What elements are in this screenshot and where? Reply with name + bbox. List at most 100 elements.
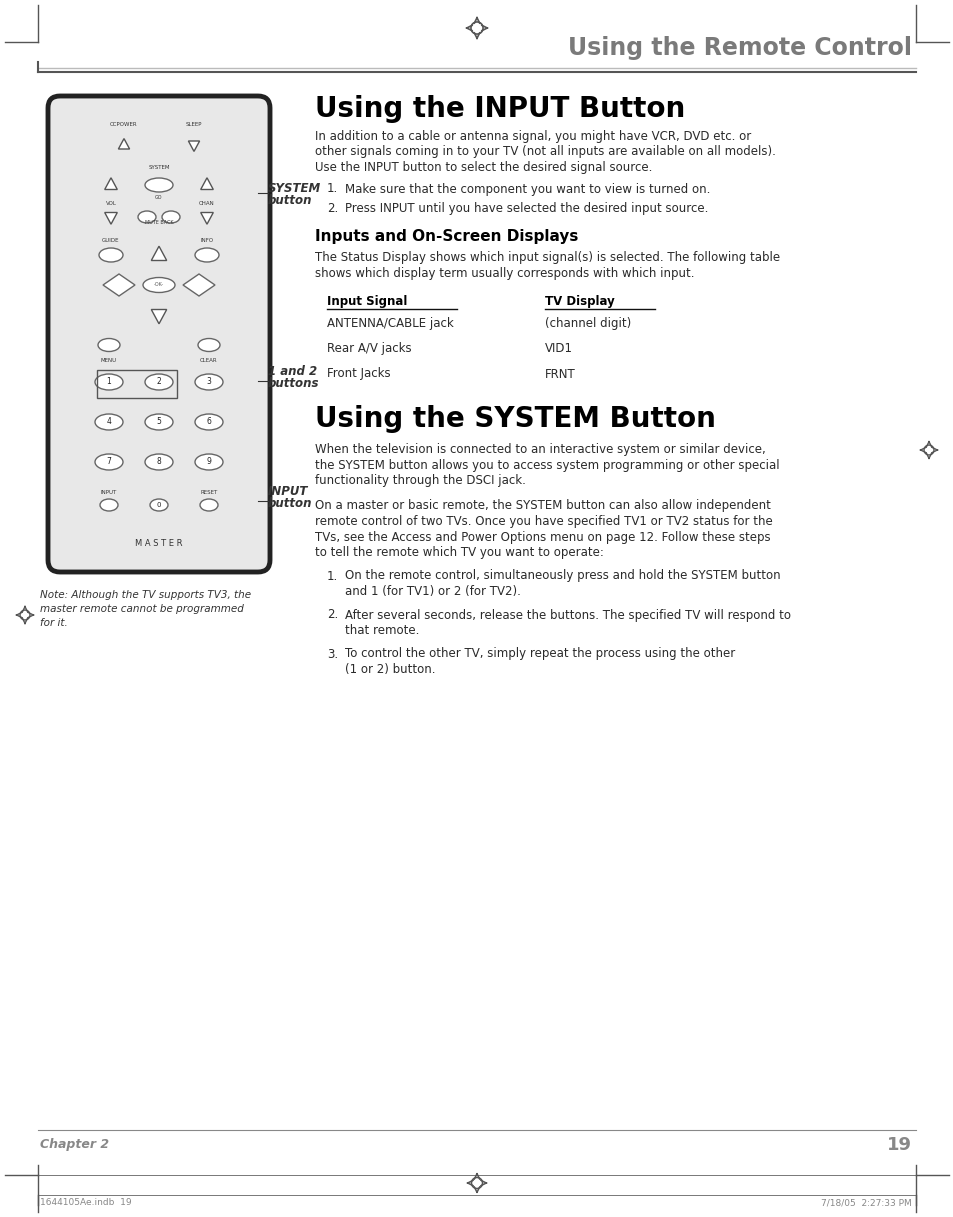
Ellipse shape (145, 178, 172, 192)
Text: On a master or basic remote, the SYSTEM button can also allow independent: On a master or basic remote, the SYSTEM … (314, 499, 770, 512)
Text: 4: 4 (107, 417, 112, 426)
Text: The Status Display shows which input signal(s) is selected. The following table: The Status Display shows which input sig… (314, 252, 780, 264)
Text: CHAN: CHAN (199, 201, 214, 206)
Text: GO: GO (155, 195, 163, 200)
Ellipse shape (138, 211, 156, 223)
Polygon shape (118, 139, 130, 148)
Text: ANTENNA/CABLE jack: ANTENNA/CABLE jack (327, 316, 454, 330)
Text: other signals coming in to your TV (not all inputs are available on all models).: other signals coming in to your TV (not … (314, 146, 775, 158)
Text: SYSTEM: SYSTEM (148, 166, 170, 170)
Text: VOL: VOL (106, 201, 116, 206)
Text: M A S T E R: M A S T E R (135, 538, 183, 548)
Ellipse shape (143, 277, 174, 292)
Polygon shape (183, 274, 214, 296)
Ellipse shape (95, 454, 123, 470)
Ellipse shape (100, 499, 118, 511)
Text: To control the other TV, simply repeat the process using the other: To control the other TV, simply repeat t… (345, 647, 735, 661)
Text: 19: 19 (886, 1135, 911, 1154)
Ellipse shape (98, 338, 120, 352)
Polygon shape (105, 178, 117, 190)
Text: CLEAR: CLEAR (200, 358, 217, 363)
Text: (1 or 2) button.: (1 or 2) button. (345, 663, 435, 675)
Text: 9: 9 (207, 458, 212, 466)
Ellipse shape (145, 414, 172, 430)
Text: Make sure that the component you want to view is turned on.: Make sure that the component you want to… (345, 183, 710, 196)
Text: shows which display term usually corresponds with which input.: shows which display term usually corresp… (314, 267, 694, 280)
Ellipse shape (99, 248, 123, 262)
Polygon shape (105, 213, 117, 224)
Polygon shape (152, 246, 167, 260)
Ellipse shape (198, 338, 220, 352)
Text: CCPOWER: CCPOWER (111, 122, 137, 127)
Text: FRNT: FRNT (544, 368, 576, 381)
Text: After several seconds, release the buttons. The specified TV will respond to: After several seconds, release the butto… (345, 608, 790, 622)
Text: Press INPUT until you have selected the desired input source.: Press INPUT until you have selected the … (345, 202, 708, 215)
Text: Rear A/V jacks: Rear A/V jacks (327, 342, 411, 355)
Ellipse shape (162, 211, 180, 223)
Text: for it.: for it. (40, 618, 68, 628)
Text: and 1 (for TV1) or 2 (for TV2).: and 1 (for TV1) or 2 (for TV2). (345, 585, 520, 598)
Text: SLEEP: SLEEP (186, 122, 202, 127)
Text: 1: 1 (107, 377, 112, 387)
Text: 0: 0 (156, 501, 161, 507)
Text: 3.: 3. (327, 647, 337, 661)
Text: Chapter 2: Chapter 2 (40, 1138, 109, 1151)
Text: 2.: 2. (327, 202, 338, 215)
Text: Inputs and On-Screen Displays: Inputs and On-Screen Displays (314, 230, 578, 245)
Text: When the television is connected to an interactive system or similar device,: When the television is connected to an i… (314, 443, 765, 456)
Text: MUTE BACK: MUTE BACK (145, 220, 173, 225)
Ellipse shape (194, 414, 223, 430)
Text: buttons: buttons (268, 377, 319, 389)
Text: 1 and 2: 1 and 2 (268, 365, 316, 378)
Text: SYSTEM: SYSTEM (268, 183, 321, 195)
Text: On the remote control, simultaneously press and hold the SYSTEM button: On the remote control, simultaneously pr… (345, 570, 780, 583)
Text: INPUT: INPUT (101, 490, 117, 495)
Text: TVs, see the Access and Power Options menu on page 12. Follow these steps: TVs, see the Access and Power Options me… (314, 531, 770, 544)
Text: 1.: 1. (327, 183, 338, 196)
Text: INPUT: INPUT (268, 486, 308, 498)
Ellipse shape (200, 499, 218, 511)
Bar (97, 370, 177, 398)
Ellipse shape (95, 374, 123, 389)
Text: to tell the remote which TV you want to operate:: to tell the remote which TV you want to … (314, 546, 603, 559)
Polygon shape (152, 309, 167, 324)
Ellipse shape (194, 248, 219, 262)
Text: 2.: 2. (327, 608, 338, 622)
Text: GUIDE: GUIDE (102, 239, 120, 243)
Text: Using the INPUT Button: Using the INPUT Button (314, 95, 684, 123)
Text: INFO: INFO (200, 239, 213, 243)
Ellipse shape (145, 374, 172, 389)
Text: master remote cannot be programmed: master remote cannot be programmed (40, 604, 244, 615)
FancyBboxPatch shape (48, 96, 270, 572)
Text: Use the INPUT button to select the desired signal source.: Use the INPUT button to select the desir… (314, 161, 652, 174)
Text: button: button (268, 194, 313, 207)
Text: (channel digit): (channel digit) (544, 316, 631, 330)
Ellipse shape (150, 499, 168, 511)
Text: Front Jacks: Front Jacks (327, 368, 390, 381)
Text: 6: 6 (207, 417, 212, 426)
Text: RESET: RESET (200, 490, 217, 495)
Ellipse shape (145, 454, 172, 470)
Ellipse shape (194, 454, 223, 470)
Ellipse shape (95, 414, 123, 430)
Text: TV Display: TV Display (544, 295, 614, 308)
Text: Note: Although the TV supports TV3, the: Note: Although the TV supports TV3, the (40, 590, 251, 600)
Ellipse shape (194, 374, 223, 389)
Polygon shape (200, 178, 213, 190)
Text: MENU: MENU (101, 358, 117, 363)
Polygon shape (188, 141, 199, 151)
Text: Using the SYSTEM Button: Using the SYSTEM Button (314, 405, 715, 433)
Text: VID1: VID1 (544, 342, 573, 355)
Text: 1644105Ae.indb  19: 1644105Ae.indb 19 (40, 1198, 132, 1207)
Text: 2: 2 (156, 377, 161, 387)
Text: the SYSTEM button allows you to access system programming or other special: the SYSTEM button allows you to access s… (314, 459, 779, 471)
Polygon shape (200, 213, 213, 224)
Text: Using the Remote Control: Using the Remote Control (567, 37, 911, 60)
Text: 7: 7 (107, 458, 112, 466)
Text: that remote.: that remote. (345, 624, 419, 636)
Text: button: button (268, 497, 313, 510)
Text: In addition to a cable or antenna signal, you might have VCR, DVD etc. or: In addition to a cable or antenna signal… (314, 130, 750, 144)
Text: -OK-: -OK- (153, 282, 164, 287)
Text: 8: 8 (156, 458, 161, 466)
Text: 3: 3 (207, 377, 212, 387)
